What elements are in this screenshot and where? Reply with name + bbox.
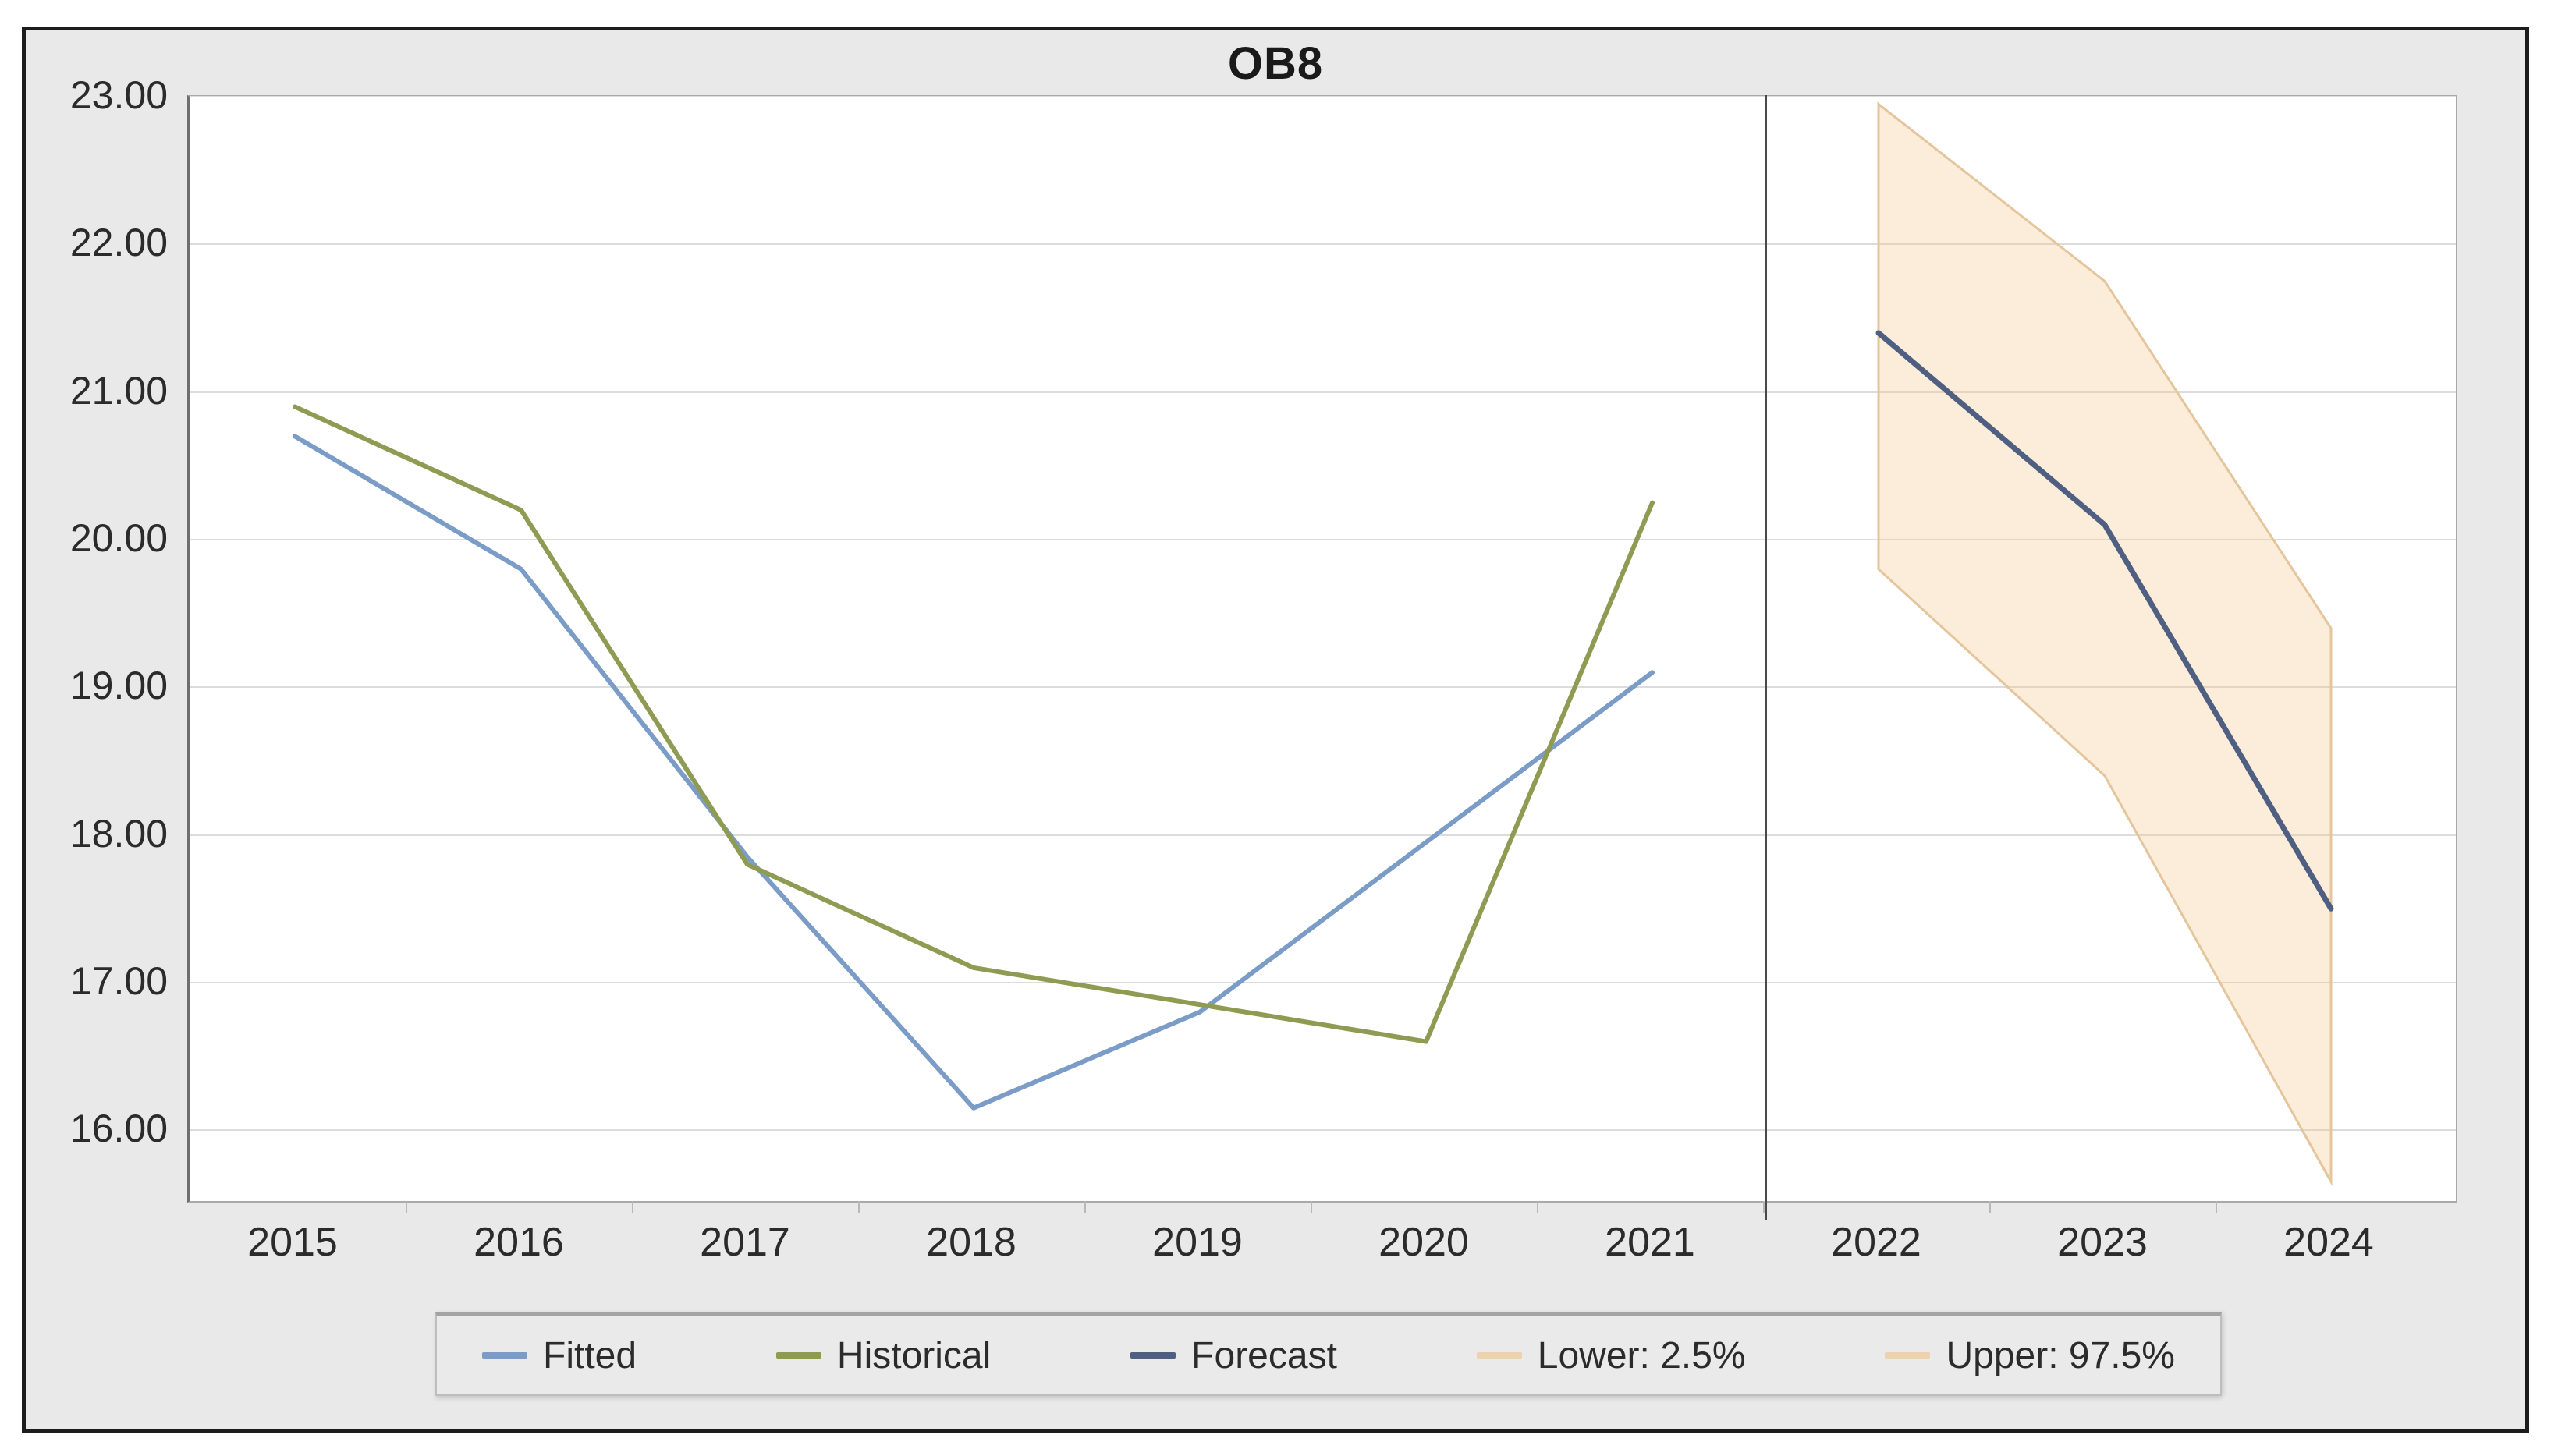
x-axis-ticks — [187, 1201, 2453, 1215]
legend-label: Historical — [836, 1334, 992, 1376]
gridline-23.00 — [190, 96, 2456, 97]
category-boundary-tick — [406, 1201, 407, 1213]
historical-line — [293, 404, 1655, 1044]
forecast-divider-line — [1765, 95, 1767, 1220]
category-boundary-tick — [1084, 1201, 1086, 1213]
legend-label: Forecast — [1191, 1334, 1337, 1376]
legend-item-upper-97-5: Upper: 97.5% — [1885, 1334, 2175, 1377]
gridline-17.00 — [190, 982, 2456, 983]
forecast-line — [1875, 330, 2334, 912]
gridline-21.00 — [190, 391, 2456, 393]
category-boundary-tick — [1311, 1201, 1312, 1213]
x-tick-label: 2022 — [1831, 1220, 1921, 1265]
y-axis: 23.00 22.00 21.00 20.00 19.00 18.00 17.00 16.00 — [26, 73, 168, 1199]
category-boundary-tick — [1537, 1201, 1538, 1213]
chart-title: OB8 — [1227, 38, 1324, 89]
gridline-16.00 — [190, 1129, 2456, 1131]
plot-area — [187, 95, 2457, 1220]
x-tick-label: 2016 — [474, 1220, 564, 1265]
category-boundary-tick — [2216, 1201, 2217, 1213]
category-boundary-tick — [1989, 1201, 1991, 1213]
category-boundary-tick — [858, 1201, 860, 1213]
legend: Fitted Historical Forecast Lower: 2.5% Upper… — [435, 1312, 2222, 1396]
x-tick-label: 2023 — [2057, 1220, 2148, 1265]
x-tick-label: 2017 — [700, 1220, 790, 1265]
legend-label: Fitted — [543, 1334, 637, 1376]
legend-item-forecast: Forecast — [1130, 1334, 1337, 1377]
x-tick-label: 2021 — [1605, 1220, 1695, 1265]
chart-figure: OB8 23.00 22.00 21.00 20.00 19.00 18.00 17.00 1… — [22, 27, 2529, 1433]
gridline-19.00 — [190, 686, 2456, 688]
x-tick-label: 2018 — [926, 1220, 1016, 1265]
legend-swatch-icon — [482, 1352, 527, 1359]
legend-label: Lower: 2.5% — [1537, 1334, 1746, 1376]
y-tick-label: 20.00 — [69, 516, 168, 560]
gridline-22.00 — [190, 243, 2456, 245]
plot-series-svg — [293, 101, 2334, 1187]
legend-swatch-icon — [1130, 1352, 1176, 1359]
y-tick-label: 17.00 — [69, 959, 168, 1003]
category-boundary-tick — [632, 1201, 633, 1213]
x-tick-label: 2019 — [1152, 1220, 1243, 1265]
y-tick-label: 21.00 — [69, 369, 168, 413]
x-tick-label: 2024 — [2283, 1220, 2374, 1265]
x-tick-label: 2020 — [1378, 1220, 1469, 1265]
y-tick-label: 16.00 — [69, 1107, 168, 1150]
legend-item-fitted: Fitted — [482, 1334, 637, 1377]
gridline-20.00 — [190, 539, 2456, 540]
y-tick-label: 18.00 — [69, 812, 168, 856]
y-tick-label: 19.00 — [69, 664, 168, 707]
legend-swatch-icon — [1476, 1352, 1522, 1359]
gridline-18.00 — [190, 834, 2456, 836]
legend-item-lower-2-5: Lower: 2.5% — [1476, 1334, 1746, 1377]
legend-label: Upper: 97.5% — [1946, 1334, 2175, 1376]
category-boundary-tick — [1763, 1201, 1765, 1213]
y-tick-label: 23.00 — [69, 73, 168, 117]
x-axis: 2015 2016 2017 2018 2019 2020 2021 2022 2023 2024 — [187, 1215, 2453, 1270]
fitted-line — [293, 434, 1655, 1111]
legend-swatch-icon — [1885, 1352, 1931, 1359]
confidence-band — [1877, 101, 2333, 1187]
x-tick-label: 2015 — [247, 1220, 338, 1265]
legend-item-historical: Historical — [775, 1334, 992, 1377]
y-tick-label: 22.00 — [69, 221, 168, 264]
legend-swatch-icon — [775, 1352, 821, 1359]
